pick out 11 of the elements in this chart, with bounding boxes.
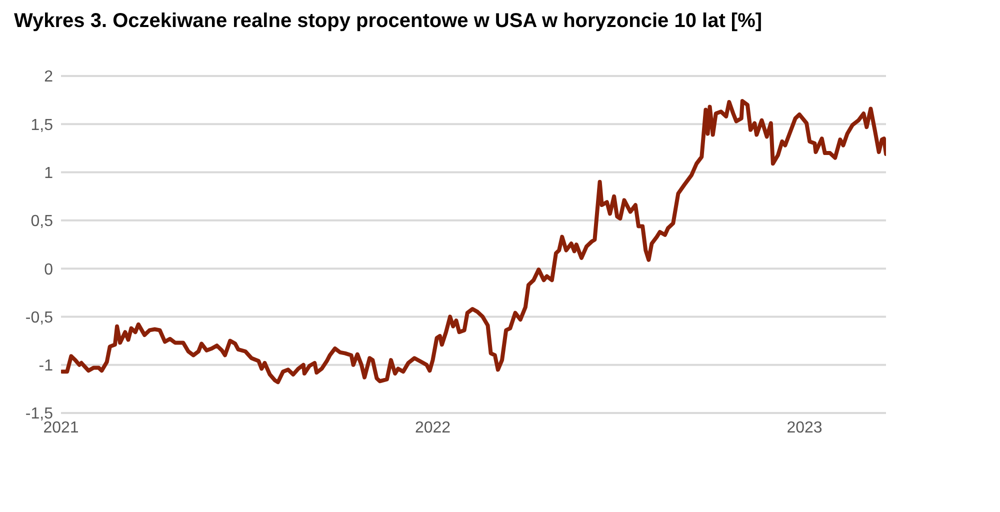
- y-tick-label: 2: [44, 68, 54, 86]
- y-tick-label: -0,5: [25, 309, 54, 326]
- y-tick-label: 0: [44, 261, 54, 278]
- y-tick-label: 0,5: [30, 213, 54, 230]
- y-tick-label: 1,5: [30, 116, 54, 134]
- chart-title: Wykres 3. Oczekiwane realne stopy procentowe w USA w horyzoncie 10 lat [%]: [14, 10, 762, 33]
- y-tick-label: 1: [44, 164, 54, 182]
- x-tick-label: 2022: [414, 419, 451, 436]
- y-tick-label: -1: [38, 358, 54, 375]
- line-series: [61, 99, 886, 384]
- x-tick-label: 2023: [786, 419, 822, 436]
